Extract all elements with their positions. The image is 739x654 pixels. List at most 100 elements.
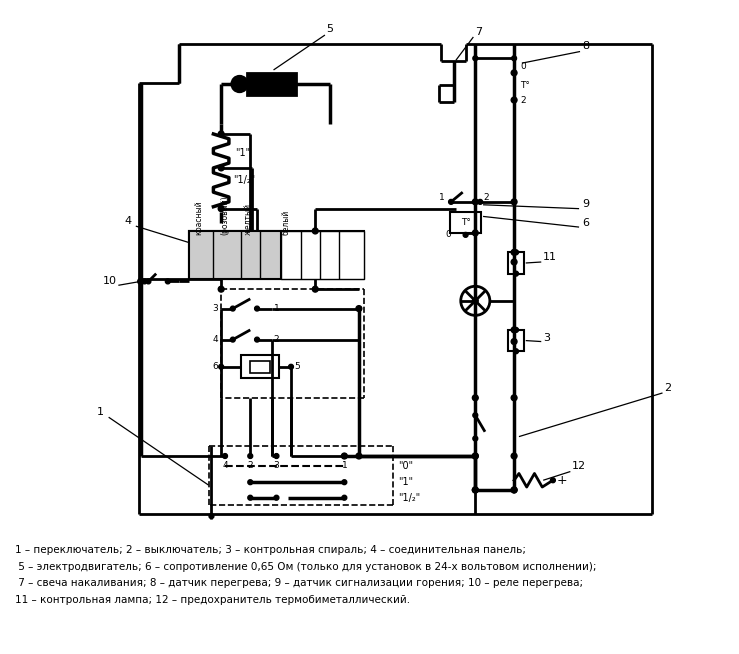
Circle shape [514,328,519,332]
Text: 4: 4 [222,461,228,470]
Text: 11 – контрольная лампа; 12 – предохранитель термобиметаллический.: 11 – контрольная лампа; 12 – предохранит… [15,594,409,604]
Circle shape [551,478,555,483]
Circle shape [472,487,478,493]
Circle shape [511,327,517,333]
Circle shape [472,230,478,236]
Text: 1: 1 [438,192,444,201]
Bar [508,330,524,351]
Circle shape [219,364,224,370]
Circle shape [146,279,151,284]
Text: (розовый): (розовый) [220,196,230,235]
Text: 1: 1 [97,407,104,417]
Circle shape [313,228,319,234]
Circle shape [342,454,347,458]
Circle shape [472,199,478,205]
Circle shape [248,454,253,458]
Circle shape [514,271,519,276]
Bar [248,73,296,95]
Text: 1 – переключатель; 2 – выключатель; 3 – контрольная спираль; 4 – соединительная : 1 – переключатель; 2 – выключатель; 3 – … [15,545,525,555]
Circle shape [511,56,517,61]
Circle shape [511,453,517,459]
Circle shape [356,305,362,311]
Circle shape [356,453,362,459]
Bar [450,212,481,233]
Text: T°: T° [520,81,530,90]
Text: 2: 2 [248,461,253,470]
Circle shape [463,232,468,237]
Text: 0: 0 [520,61,525,71]
Circle shape [472,395,478,401]
Circle shape [511,395,517,401]
Circle shape [514,349,519,354]
Circle shape [218,286,224,292]
Text: 5: 5 [294,362,299,371]
Circle shape [460,286,490,315]
Text: 1: 1 [341,461,347,470]
Text: +: + [556,473,568,487]
Text: 0: 0 [446,230,451,239]
Text: 7 – свеча накаливания; 8 – датчик перегрева; 9 – датчик сигнализации горения; 10: 7 – свеча накаливания; 8 – датчик перегр… [15,578,582,588]
Circle shape [472,487,478,493]
Text: 10: 10 [103,277,117,286]
Bar [241,355,279,379]
Circle shape [255,337,259,342]
Bar [189,231,364,279]
Text: 3: 3 [213,304,218,313]
Circle shape [473,413,477,418]
Circle shape [288,364,293,370]
Circle shape [449,199,454,204]
Text: 8: 8 [582,41,589,51]
Bar [189,231,282,279]
Circle shape [511,487,517,493]
Text: 2: 2 [273,335,279,344]
Circle shape [341,453,347,459]
Text: "1/₂": "1/₂" [398,492,420,503]
Text: белый: белый [282,209,290,235]
Text: 6: 6 [582,218,589,228]
Circle shape [166,279,170,284]
Text: "1": "1" [398,477,413,487]
Circle shape [511,249,517,255]
Circle shape [274,495,279,500]
Circle shape [342,495,347,500]
Circle shape [511,199,517,205]
Text: 2: 2 [664,383,672,393]
Circle shape [472,298,478,303]
Bar [282,231,364,279]
Text: 2: 2 [483,192,488,201]
Circle shape [248,480,253,485]
Circle shape [473,436,477,441]
Circle shape [472,453,478,459]
Text: 12: 12 [572,460,587,471]
Circle shape [511,97,517,103]
Circle shape [218,131,224,137]
Circle shape [231,306,235,311]
Circle shape [473,56,477,61]
Circle shape [514,250,519,255]
Text: "0": "0" [398,460,413,471]
Text: 1: 1 [273,304,279,313]
Text: 7: 7 [475,27,483,37]
Text: 6: 6 [213,362,218,371]
Circle shape [209,514,214,519]
Circle shape [232,77,248,92]
Circle shape [511,487,517,493]
Circle shape [472,453,478,459]
Text: 9: 9 [582,199,589,209]
Text: 5 – электродвигатель; 6 – сопротивление 0,65 Ом (только для установок в 24-х вол: 5 – электродвигатель; 6 – сопротивление … [15,562,596,572]
Circle shape [511,70,517,76]
Bar [508,252,524,273]
Circle shape [342,480,347,485]
Bar [251,361,270,373]
Circle shape [511,259,517,265]
Circle shape [255,306,259,311]
Text: желтый: желтый [244,203,253,235]
Circle shape [218,206,224,212]
Text: красный: красный [194,200,203,235]
Text: 4: 4 [213,335,218,344]
Text: 3: 3 [273,461,279,470]
Circle shape [477,199,483,204]
Circle shape [313,286,319,292]
Circle shape [274,454,279,458]
Text: "1/₂": "1/₂" [233,175,255,184]
